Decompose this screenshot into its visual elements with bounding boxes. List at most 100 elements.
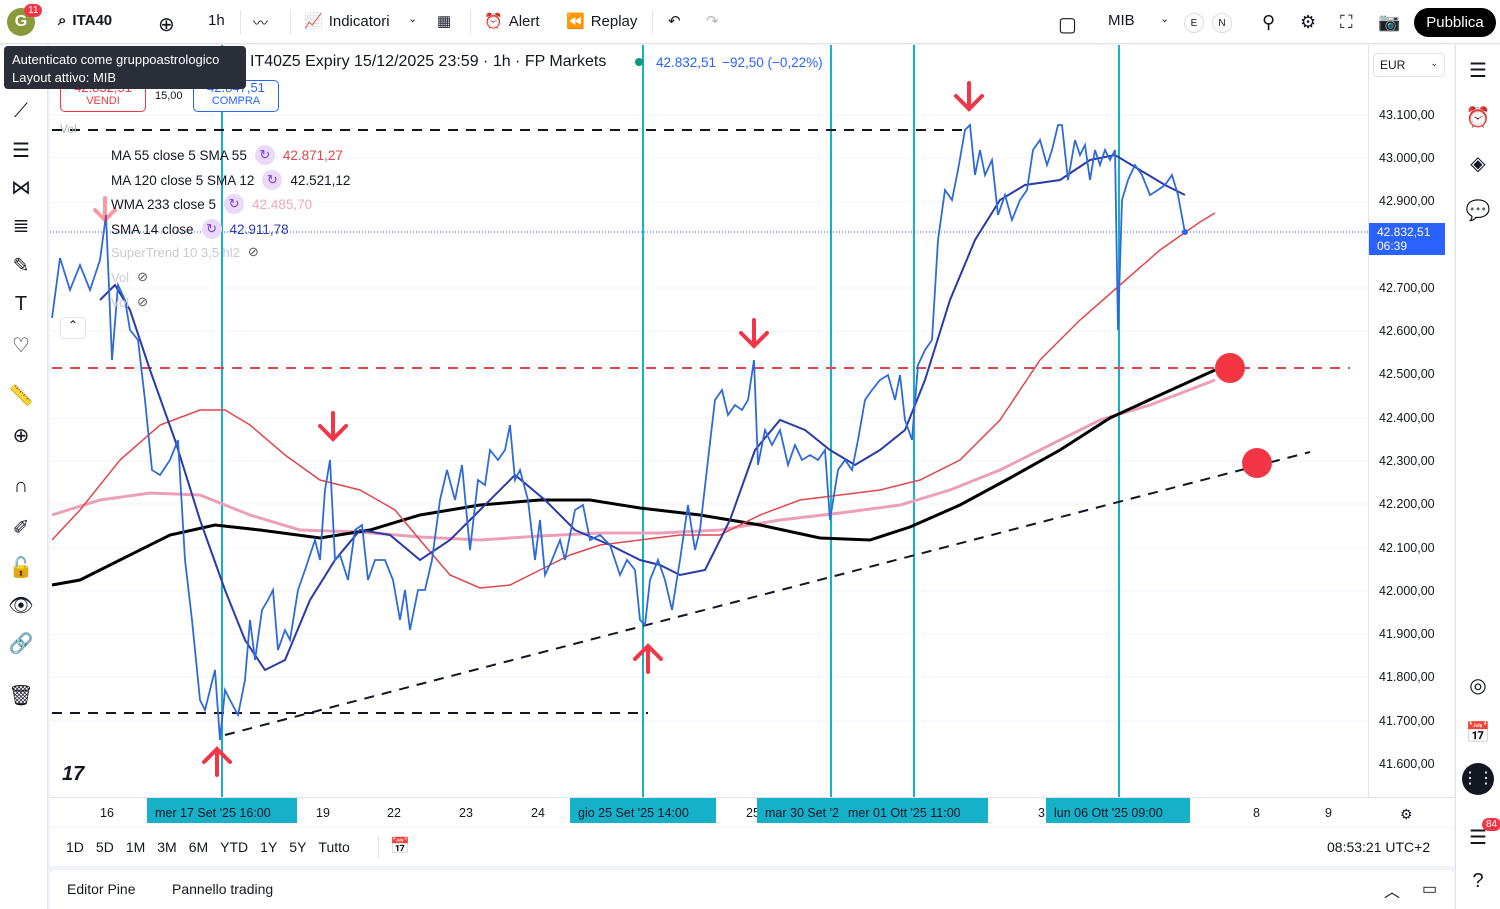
compare-plus-icon[interactable]: ⊕ <box>158 14 175 36</box>
wma-233-line <box>51 378 1216 542</box>
link-icon[interactable]: 🔗 <box>8 633 34 655</box>
quick-search-icon[interactable]: ⚲ <box>1262 12 1276 32</box>
lock-icon[interactable]: 🔓 <box>8 557 34 579</box>
legend-ma55[interactable]: MA 55 close 5 SMA 55 ↻ 42.871,27 <box>111 145 343 165</box>
brush-icon[interactable]: ✎ <box>12 255 30 277</box>
legend-sma14[interactable]: SMA 14 close ↻ 42.911,78 <box>111 219 289 239</box>
arrow-down-icon <box>739 318 769 349</box>
ruler-icon[interactable]: 📏 <box>8 385 34 407</box>
tab-pine-editor[interactable]: Editor Pine <box>67 881 136 897</box>
apps-grid-icon[interactable]: ⋮⋮ <box>1462 763 1494 795</box>
current-price-label: 42.832,51 06:39 <box>1369 223 1445 255</box>
price-line <box>51 123 1186 741</box>
undo-icon[interactable]: ↶ <box>668 13 681 30</box>
chart-type-icon[interactable]: 〰 <box>253 15 269 32</box>
hidden-indicator[interactable]: Vol <box>60 122 77 136</box>
pattern-icon[interactable]: ⋈ <box>11 177 31 199</box>
refresh-icon[interactable]: ↻ <box>262 170 283 190</box>
eye-icon[interactable]: 👁 <box>8 595 34 617</box>
red-marker-dot[interactable] <box>1215 353 1245 383</box>
price-tick: 42.600,00 <box>1379 324 1435 338</box>
trash-icon[interactable]: 🗑 <box>8 685 34 707</box>
layers-icon[interactable]: ◈ <box>1470 153 1486 175</box>
camera-icon[interactable]: 📷 <box>1378 12 1401 32</box>
range-5d[interactable]: 5D <box>95 839 114 855</box>
price-tick: 42.200,00 <box>1379 497 1435 511</box>
alarm-icon: ⏰ <box>484 13 503 30</box>
indicators-button[interactable]: 📈 Indicatori <box>304 12 390 31</box>
clock[interactable]: 08:53:21 UTC+2 <box>1327 839 1431 855</box>
fullscreen-icon[interactable]: ⛶ <box>1340 12 1353 32</box>
time-axis[interactable]: 16 19 22 23 24 25 3 8 9 mer 17 Set '25 1… <box>50 797 1454 827</box>
eye-off-icon[interactable]: ⊘ <box>247 244 259 259</box>
select-layout-icon[interactable]: ▢ <box>1058 14 1077 36</box>
e-button[interactable]: E <box>1184 13 1204 33</box>
n-button[interactable]: N <box>1212 13 1232 33</box>
text-icon[interactable]: T <box>14 293 28 315</box>
replay-button[interactable]: ⏪ Replay <box>566 12 637 31</box>
heart-icon[interactable]: ♡ <box>12 335 30 357</box>
range-ytd[interactable]: YTD <box>220 839 249 855</box>
trendline-icon[interactable]: ⟋ <box>14 100 28 122</box>
chevron-up-icon[interactable]: ︿ <box>1384 884 1401 901</box>
goto-date-icon[interactable]: 📅 <box>390 838 410 855</box>
indicators-label: Indicatori <box>328 12 390 30</box>
target-icon[interactable]: ◎ <box>1469 675 1487 697</box>
publish-button[interactable]: Pubblica <box>1414 8 1496 37</box>
magnet-icon[interactable]: ∩ <box>13 475 29 497</box>
legend-vol[interactable]: Vol ⊘ <box>111 269 148 285</box>
range-1d[interactable]: 1D <box>66 839 84 855</box>
legend-ma120[interactable]: MA 120 close 5 SMA 12 ↻ 42.521,12 <box>111 170 350 190</box>
legend-label: SuperTrend 10 3,5 hl2 <box>111 244 240 260</box>
range-6m[interactable]: 6M <box>188 839 209 855</box>
notification-badge: 11 <box>24 4 43 17</box>
zoom-in-icon[interactable]: ⊕ <box>12 425 30 447</box>
chart-pane[interactable]: IT40Z5 Expiry 15/12/2025 23:59 · 1h · FP… <box>50 45 1368 797</box>
horizontal-lines-icon[interactable]: ☰ <box>12 140 30 162</box>
trendline-dashed[interactable] <box>224 451 1311 736</box>
range-all[interactable]: Tutto <box>318 839 350 855</box>
range-1m[interactable]: 1M <box>125 839 146 855</box>
chart-title: IT40Z5 Expiry 15/12/2025 23:59 · 1h · FP… <box>250 53 607 70</box>
range-1y[interactable]: 1Y <box>260 839 278 855</box>
calendar-icon[interactable]: 📅 <box>1465 722 1491 744</box>
range-5y[interactable]: 5Y <box>289 839 307 855</box>
eye-off-icon[interactable]: ⊘ <box>137 269 148 284</box>
price-tick: 43.100,00 <box>1379 108 1435 122</box>
legend-vol[interactable]: Vol ⊘ <box>111 294 148 310</box>
right-sidebar: ☰ ⏰ ◈ 💬 ◎ 📅 ⋮⋮ ☰ 84 ? <box>1455 45 1500 909</box>
chat-icon[interactable]: 💬 <box>1465 200 1491 222</box>
range-3m[interactable]: 3M <box>157 839 177 855</box>
settings-gear-icon[interactable]: ⚙ <box>1300 12 1317 32</box>
watchlist-icon[interactable]: ☰ <box>1469 60 1487 82</box>
eye-off-icon[interactable]: ⊘ <box>137 294 148 309</box>
feed-icon[interactable]: ☰ <box>1469 827 1487 849</box>
refresh-icon[interactable]: ↻ <box>254 145 275 165</box>
currency-select[interactable]: EUR ⌄ <box>1373 53 1445 77</box>
refresh-icon[interactable]: ↻ <box>201 219 222 239</box>
price-tick: 41.600,00 <box>1379 757 1435 771</box>
alarm-clock-icon[interactable]: ⏰ <box>1465 107 1491 129</box>
legend-wma233[interactable]: WMA 233 close 5 ↻ 42.485,70 <box>111 194 312 214</box>
symbol-search[interactable]: ⌕ ITA40 <box>58 12 112 29</box>
axis-settings-icon[interactable]: ⚙ <box>1400 806 1413 822</box>
red-marker-dot[interactable] <box>1242 448 1272 478</box>
layout-name[interactable]: MIB <box>1108 12 1135 29</box>
alert-button[interactable]: ⏰ Alert <box>484 12 540 31</box>
fib-icon[interactable]: ≣ <box>12 215 30 237</box>
maximize-icon[interactable]: ▭ <box>1422 881 1438 898</box>
interval-button[interactable]: 1h <box>208 12 225 29</box>
chevron-down-icon[interactable]: ⌄ <box>408 13 418 25</box>
layouts-grid-icon[interactable]: ▦ <box>437 13 452 30</box>
refresh-icon[interactable]: ↻ <box>224 194 245 214</box>
lock-drawing-icon[interactable]: ✐ <box>12 517 30 539</box>
time-tick: 9 <box>1325 806 1332 820</box>
legend-supertrend[interactable]: SuperTrend 10 3,5 hl2 ⊘ <box>111 244 259 260</box>
collapse-legend-button[interactable]: ⌃ <box>60 317 86 339</box>
redo-icon[interactable]: ↷ <box>706 13 719 30</box>
help-icon[interactable]: ? <box>1472 870 1484 892</box>
ma-120-line <box>51 368 1216 587</box>
layout-chevron-icon[interactable]: ⌄ <box>1160 13 1170 25</box>
tab-trading-panel[interactable]: Pannello trading <box>172 881 274 897</box>
price-axis[interactable]: EUR ⌄ 43.100,00 43.000,00 42.900,00 42.70… <box>1368 45 1454 797</box>
